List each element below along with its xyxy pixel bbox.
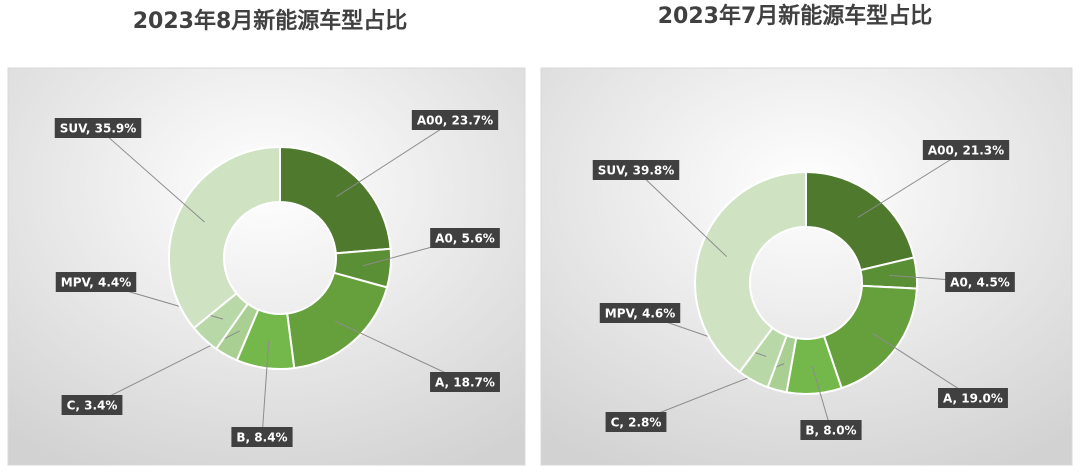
label-box xyxy=(922,140,1010,160)
label-box xyxy=(430,372,500,392)
leader-line xyxy=(635,169,728,258)
label-text: A, 18.7% xyxy=(435,376,495,390)
label-text: A0, 4.5% xyxy=(950,276,1010,290)
label-text: MPV, 4.6% xyxy=(605,307,676,321)
leader-line xyxy=(872,332,974,399)
data-label: MPV, 4.4% xyxy=(55,272,137,292)
label-box xyxy=(55,272,137,292)
label-text: A00, 21.3% xyxy=(928,144,1004,158)
label-text: MPV, 4.4% xyxy=(61,276,132,290)
data-label: B, 8.0% xyxy=(800,420,862,440)
data-label: MPV, 4.6% xyxy=(599,303,681,323)
label-text: SUV, 35.9% xyxy=(60,122,137,136)
label-box xyxy=(605,412,667,432)
data-label: C, 3.4% xyxy=(61,395,123,415)
leader-line xyxy=(811,366,832,431)
data-label: A, 18.7% xyxy=(430,372,500,392)
donut-segment xyxy=(168,145,281,330)
leader-line xyxy=(261,340,270,438)
donut-segment xyxy=(694,170,807,374)
label-box xyxy=(61,395,123,415)
label-box xyxy=(938,388,1008,408)
data-label: SUV, 35.9% xyxy=(54,118,142,138)
leader-line xyxy=(334,320,466,383)
label-box xyxy=(945,272,1015,292)
label-box xyxy=(54,118,142,138)
label-box xyxy=(592,160,680,180)
label-text: SUV, 39.8% xyxy=(598,164,675,178)
label-box xyxy=(411,110,499,130)
label-text: A0, 5.6% xyxy=(435,232,495,246)
label-box xyxy=(231,427,293,447)
label-text: A, 19.0% xyxy=(943,392,1003,406)
donut-segment xyxy=(822,284,918,390)
label-text: B, 8.4% xyxy=(236,431,287,445)
label-box xyxy=(800,420,862,440)
donut-segment xyxy=(279,145,392,255)
data-label: A00, 21.3% xyxy=(922,140,1010,160)
leader-line xyxy=(97,127,205,223)
leader-line xyxy=(857,149,967,218)
label-text: B, 8.0% xyxy=(805,424,856,438)
data-label: B, 8.4% xyxy=(231,427,293,447)
label-text: C, 2.8% xyxy=(611,416,662,430)
chart-title: 2023年8月新能源车型占比 xyxy=(133,8,408,34)
label-text: C, 3.4% xyxy=(67,399,118,413)
label-text: A00, 23.7% xyxy=(417,114,493,128)
data-label: A0, 5.6% xyxy=(430,228,500,248)
chart-title: 2023年7月新能源车型占比 xyxy=(658,3,933,29)
data-label: C, 2.8% xyxy=(605,412,667,432)
data-label: SUV, 39.8% xyxy=(592,160,680,180)
data-label: A00, 23.7% xyxy=(411,110,499,130)
label-box xyxy=(599,303,681,323)
data-label: A0, 4.5% xyxy=(945,272,1015,292)
data-label: A, 19.0% xyxy=(938,388,1008,408)
leader-line xyxy=(336,119,456,197)
label-box xyxy=(430,228,500,248)
